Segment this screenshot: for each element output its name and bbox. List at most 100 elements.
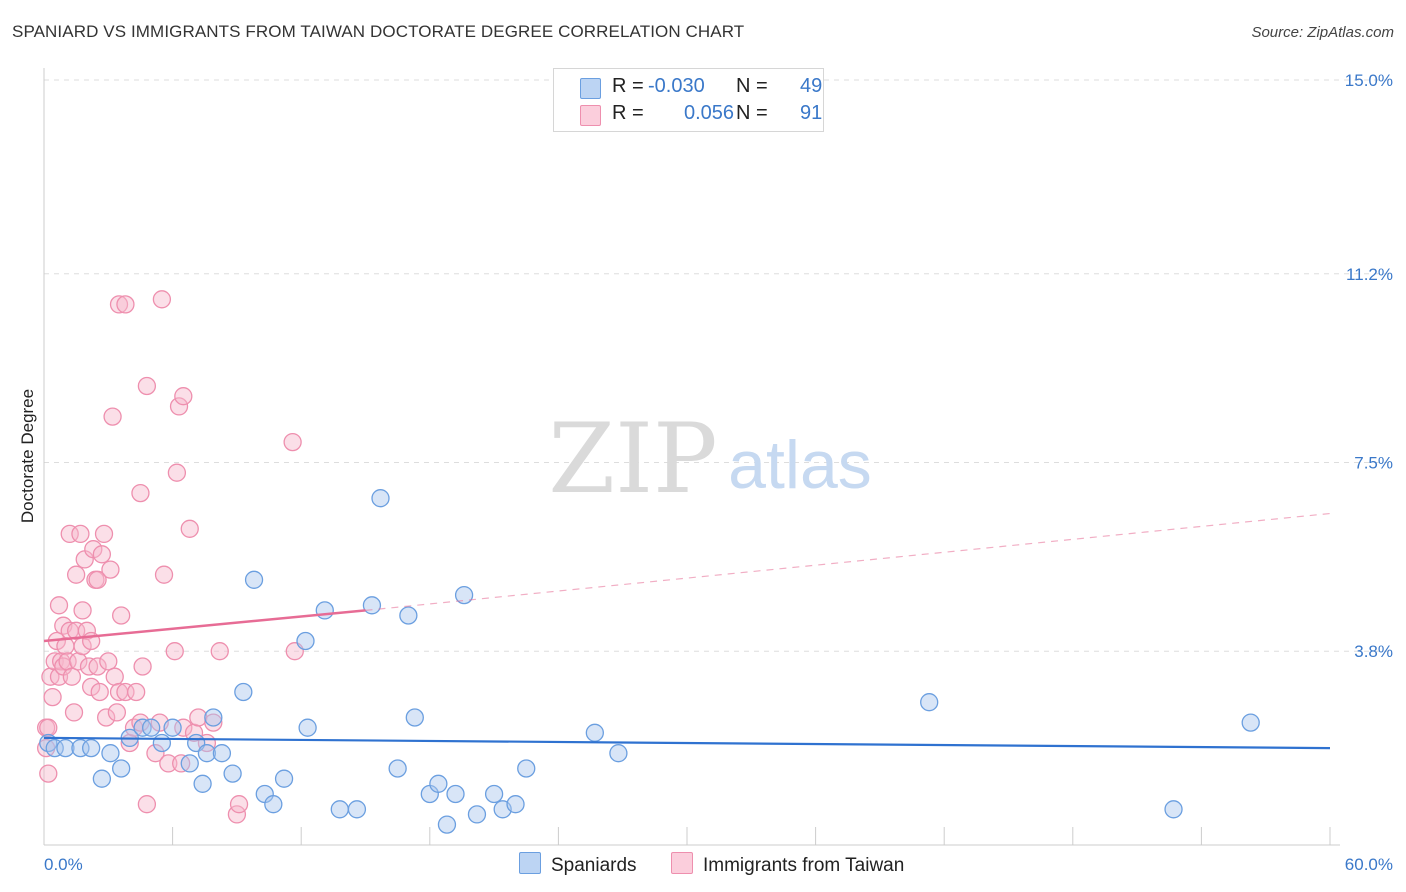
spaniard-point [399, 606, 418, 625]
taiwan-point [112, 606, 131, 625]
legend-r-label: R = [612, 75, 644, 97]
y-tick-label: 3.8% [1354, 642, 1393, 661]
legend-item-spaniards: Spaniards [519, 852, 637, 877]
spaniard-point [163, 718, 182, 737]
spaniard-point [204, 708, 223, 727]
series-spaniards-points [39, 489, 1260, 834]
spaniards-trend-line [43, 736, 1331, 750]
taiwan-point [90, 682, 109, 702]
spaniard-point [45, 738, 64, 758]
taiwan-point [152, 290, 172, 309]
taiwan-point [131, 483, 150, 503]
taiwan-point [154, 565, 174, 584]
legend-r-value: 0.056 [684, 102, 735, 124]
watermark-atlas: atlas [728, 427, 872, 503]
spaniard-point [264, 795, 283, 814]
spaniard-point [330, 800, 349, 819]
taiwan-point [73, 601, 92, 620]
taiwan-point [204, 713, 223, 732]
spaniard-point [101, 744, 120, 763]
legend-r-value: -0.030 [648, 75, 705, 97]
spaniard-point [362, 596, 382, 615]
taiwan-point [133, 657, 152, 676]
spaniard-point [315, 601, 334, 620]
spaniard-point [454, 585, 474, 605]
correlation-legend: R = -0.030 N = 49 R = 0.056 N = 91 [553, 68, 824, 132]
watermark-zip: ZIP [548, 403, 717, 515]
taiwan-point [169, 397, 189, 416]
x-axis-ticks [43, 827, 1331, 845]
taiwan-trend-line [43, 609, 366, 643]
taiwan-point [77, 621, 97, 640]
spaniard-point [585, 723, 604, 742]
x-tick-label-min: 0.0% [44, 855, 83, 874]
spaniard-point [920, 693, 939, 712]
taiwan-point [174, 718, 193, 737]
taiwan-point [43, 687, 62, 707]
spaniard-point [223, 764, 242, 783]
taiwan-point [49, 667, 69, 686]
spaniard-point [388, 759, 407, 778]
spaniard-point [180, 754, 199, 773]
taiwan-point [116, 682, 135, 702]
taiwan-point [92, 545, 112, 564]
taiwan-point [101, 560, 120, 579]
gridlines [44, 79, 1392, 652]
taiwan-point [137, 795, 157, 814]
spaniard-point [296, 631, 315, 651]
spaniard-point [506, 795, 525, 814]
spaniard-point [484, 784, 504, 804]
legend-swatch-pink [671, 852, 693, 874]
taiwan-point [67, 565, 86, 584]
spaniard-point [298, 718, 317, 737]
legend-n-label: N = [736, 102, 768, 124]
taiwan-point [174, 387, 193, 406]
spaniard-point [429, 774, 448, 793]
taiwan-point [107, 703, 127, 722]
spaniard-point [197, 744, 217, 763]
taiwan-point [229, 795, 249, 814]
spaniard-point [244, 570, 264, 589]
spaniard-point [1164, 800, 1183, 819]
spaniard-point [347, 800, 367, 819]
legend-swatch-pink [580, 105, 601, 126]
taiwan-point [39, 764, 58, 783]
spaniard-point [234, 682, 253, 702]
spaniard-point [71, 738, 90, 758]
y-tick-labels: 3.8% 7.5% 11.2% 15.0% [1345, 71, 1393, 661]
taiwan-point [137, 376, 157, 396]
spaniard-point [142, 718, 161, 737]
taiwan-point [94, 524, 114, 544]
taiwan-point [283, 432, 302, 452]
legend-label-spaniards: Spaniards [551, 855, 637, 876]
taiwan-point [159, 754, 178, 773]
y-tick-label: 7.5% [1354, 454, 1393, 473]
taiwan-point [116, 295, 135, 314]
spaniard-point [609, 744, 628, 763]
taiwan-point [64, 703, 84, 722]
spaniard-point [82, 738, 101, 758]
spaniard-point [274, 769, 294, 788]
spaniard-point [212, 744, 232, 763]
taiwan-point [127, 682, 146, 702]
spaniard-point [1241, 713, 1260, 732]
taiwan-point [109, 295, 129, 314]
taiwan-point [60, 524, 79, 544]
taiwan-point [71, 524, 90, 544]
spaniard-point [56, 738, 75, 758]
taiwan-point [99, 652, 118, 671]
taiwan-trend-extension [365, 512, 1331, 611]
taiwan-point [88, 657, 107, 676]
taiwan-point [84, 540, 103, 559]
spaniard-point [446, 784, 465, 804]
spaniard-point [152, 733, 172, 753]
legend-n-label: N = [736, 75, 768, 97]
taiwan-point [146, 744, 165, 763]
chart-title: SPANIARD VS IMMIGRANTS FROM TAIWAN DOCTO… [12, 22, 745, 41]
spaniard-point [371, 489, 390, 508]
taiwan-point [165, 642, 184, 661]
legend-n-value: 91 [800, 102, 823, 124]
taiwan-point [105, 667, 124, 686]
spaniard-point [517, 759, 536, 778]
